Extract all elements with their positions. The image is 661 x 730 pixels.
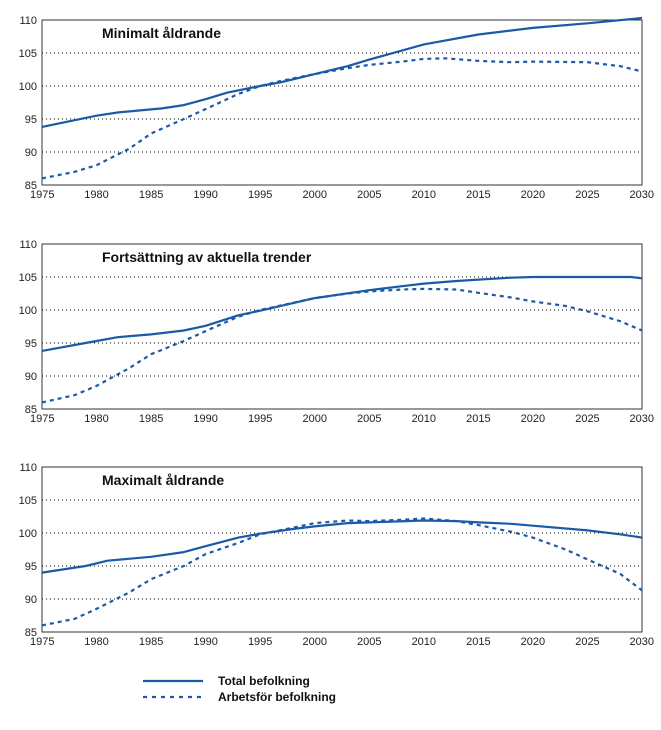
x-tick-label: 1980 [84,413,108,425]
x-tick-label: 1975 [30,413,54,425]
y-tick-label: 85 [25,404,37,416]
x-tick-label: 2020 [521,413,545,425]
y-tick-label: 100 [19,305,37,317]
x-tick-label: 2030 [630,189,654,201]
y-tick-label: 90 [25,371,37,383]
y-tick-label: 105 [19,495,37,507]
chart-panel-1: 85 90 95 100 105 110 1975 1980 1985 1990 1995 2000 2… [19,15,654,201]
x-tick-label: 2025 [575,413,599,425]
y-tick-label: 110 [19,15,37,27]
y-tick-label: 95 [25,338,37,350]
series-line-total [41,275,643,352]
x-tick-label: 2025 [575,636,599,648]
y-tick-label: 110 [19,462,37,474]
y-tick-label: 90 [25,594,37,606]
y-tick-label: 95 [25,114,37,126]
x-tick-label: 2010 [412,636,436,648]
x-tick-label: 2000 [302,636,326,648]
x-tick-label: 1980 [84,636,108,648]
chart-panel-3: 85 90 95 100 105 110 1975 1980 1985 1990 1995 2000 2… [19,462,654,648]
x-tick-label: 1975 [30,636,54,648]
legend-label-total: Total befolkning [218,674,310,688]
x-tick-label: 2005 [357,413,381,425]
x-tick-label: 2010 [412,189,436,201]
x-tick-label: 1995 [248,189,272,201]
x-tick-label: 1990 [193,413,217,425]
y-tick-label: 90 [25,147,37,159]
x-tick-label: 2020 [521,189,545,201]
x-tick-label: 2005 [357,189,381,201]
y-tick-label: 95 [25,561,37,573]
x-tick-label: 2000 [302,413,326,425]
x-tick-label: 1980 [84,189,108,201]
x-tick-label: 2010 [412,413,436,425]
x-tick-label: 1995 [248,413,272,425]
plot-frame [41,466,643,633]
series-line-working [41,287,643,404]
x-tick-label: 2015 [466,636,490,648]
chart-title: Maximalt åldrande [102,472,224,488]
chart-title: Minimalt åldrande [102,25,221,41]
x-tick-label: 2015 [466,189,490,201]
y-tick-label: 100 [19,81,37,93]
x-tick-label: 2030 [630,413,654,425]
legend-label-working: Arbetsför befolkning [218,690,336,704]
plot-frame [41,19,643,186]
x-tick-label: 1990 [193,636,217,648]
y-tick-label: 85 [25,627,37,639]
y-tick-label: 105 [19,48,37,60]
x-tick-label: 2000 [302,189,326,201]
y-tick-label: 105 [19,272,37,284]
series-line-working [41,517,643,627]
y-tick-label: 110 [19,239,37,251]
x-tick-label: 2020 [521,636,545,648]
x-tick-label: 1985 [139,636,163,648]
series-line-total [41,519,643,574]
x-tick-label: 2025 [575,189,599,201]
x-tick-label: 1975 [30,189,54,201]
x-tick-label: 1995 [248,636,272,648]
chart-panel-2: 85 90 95 100 105 110 1975 1980 1985 1990 1995 2000 2… [19,239,654,425]
y-tick-label: 85 [25,180,37,192]
x-tick-label: 2005 [357,636,381,648]
plot-frame [41,243,643,410]
x-tick-label: 1985 [139,189,163,201]
x-tick-label: 2030 [630,636,654,648]
y-tick-label: 100 [19,528,37,540]
x-tick-label: 2015 [466,413,490,425]
legend: Total befolkning Arbetsför befolkning [143,674,336,704]
x-tick-label: 1990 [193,189,217,201]
series-line-working [41,57,643,180]
x-tick-label: 1985 [139,413,163,425]
chart-title: Fortsättning av aktuella trender [102,249,312,265]
